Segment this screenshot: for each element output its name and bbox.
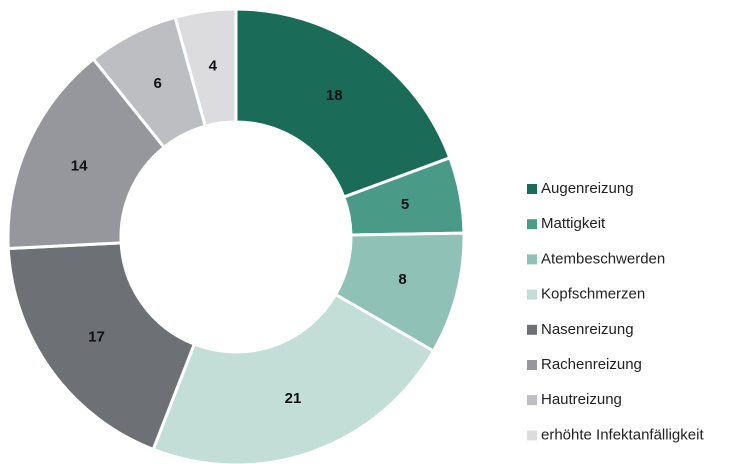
donut-segment: [173, 7, 238, 129]
legend-swatch: [527, 395, 537, 406]
legend-label: Nasenreizung: [541, 321, 634, 338]
donut-segment: [6, 241, 197, 452]
data-label: 17: [88, 329, 105, 346]
data-label: 18: [326, 87, 343, 104]
legend-label: Atembeschwerden: [541, 250, 665, 267]
legend-label: Mattigkeit: [541, 215, 606, 232]
legend-label: Hautreizung: [541, 391, 622, 408]
legend-swatch: [527, 219, 537, 230]
data-label: 4: [209, 58, 218, 75]
data-label: 6: [153, 75, 161, 92]
legend-label: Rachenreizung: [541, 356, 642, 373]
legend-label: Kopfschmerzen: [541, 286, 645, 303]
data-label: 21: [285, 390, 302, 407]
data-label: 14: [71, 157, 88, 174]
legend-swatch: [527, 360, 537, 370]
donut-segment: [234, 7, 452, 199]
data-label: 8: [398, 271, 406, 288]
legend-swatch: [527, 184, 537, 194]
legend-swatch: [527, 430, 537, 441]
donut-segment: [151, 292, 436, 464]
legend-label: Augenreizung: [541, 180, 634, 197]
legend-swatch: [527, 289, 537, 300]
legend-swatch: [527, 254, 537, 265]
donut-segment: [6, 56, 167, 251]
data-label: 5: [401, 196, 409, 213]
legend-swatch: [527, 324, 537, 335]
legend-label: erhöhte Infektanfälligkeit: [541, 426, 704, 443]
